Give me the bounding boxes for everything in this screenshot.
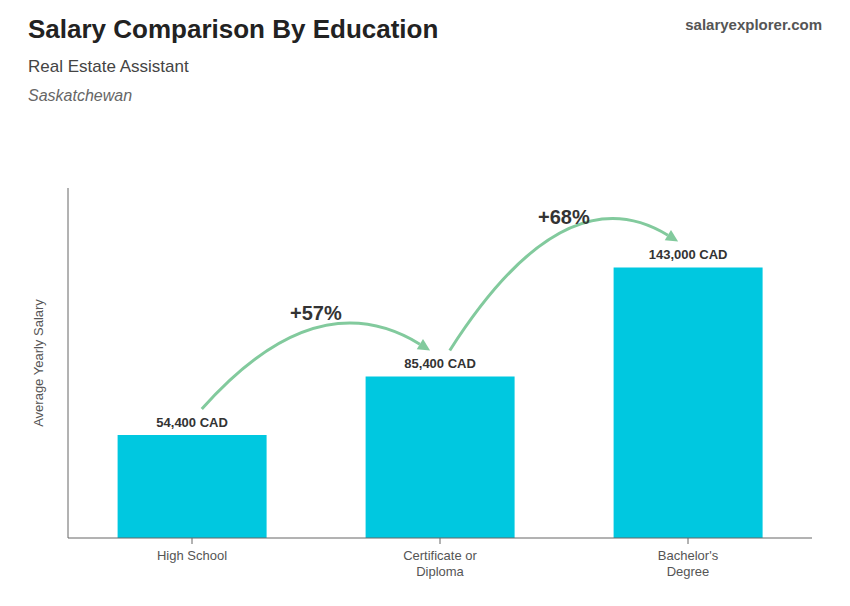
- svg-text:85,400 CAD: 85,400 CAD: [404, 356, 476, 371]
- html-text:salaryexplorer.com: salaryexplorer.com: [685, 16, 822, 33]
- svg-text:54,400 CAD: 54,400 CAD: [156, 415, 228, 430]
- svg-text:+57%: +57%: [290, 302, 342, 324]
- html-text:Real Estate Assistant: Real Estate Assistant: [28, 57, 189, 76]
- html-text:Salary Comparison By Education: Salary Comparison By Education: [28, 14, 439, 44]
- svg-text:+68%: +68%: [538, 206, 590, 228]
- svg-text:High School: High School: [157, 548, 227, 563]
- html-text:Saskatchewan: Saskatchewan: [28, 87, 133, 104]
- svg-text:Average Yearly Salary: Average Yearly Salary: [31, 299, 46, 427]
- svg-text:143,000 CAD: 143,000 CAD: [649, 247, 728, 262]
- svg-text:Bachelor'sDegree: Bachelor'sDegree: [658, 548, 719, 579]
- svg-text:Certificate orDiploma: Certificate orDiploma: [403, 548, 477, 579]
